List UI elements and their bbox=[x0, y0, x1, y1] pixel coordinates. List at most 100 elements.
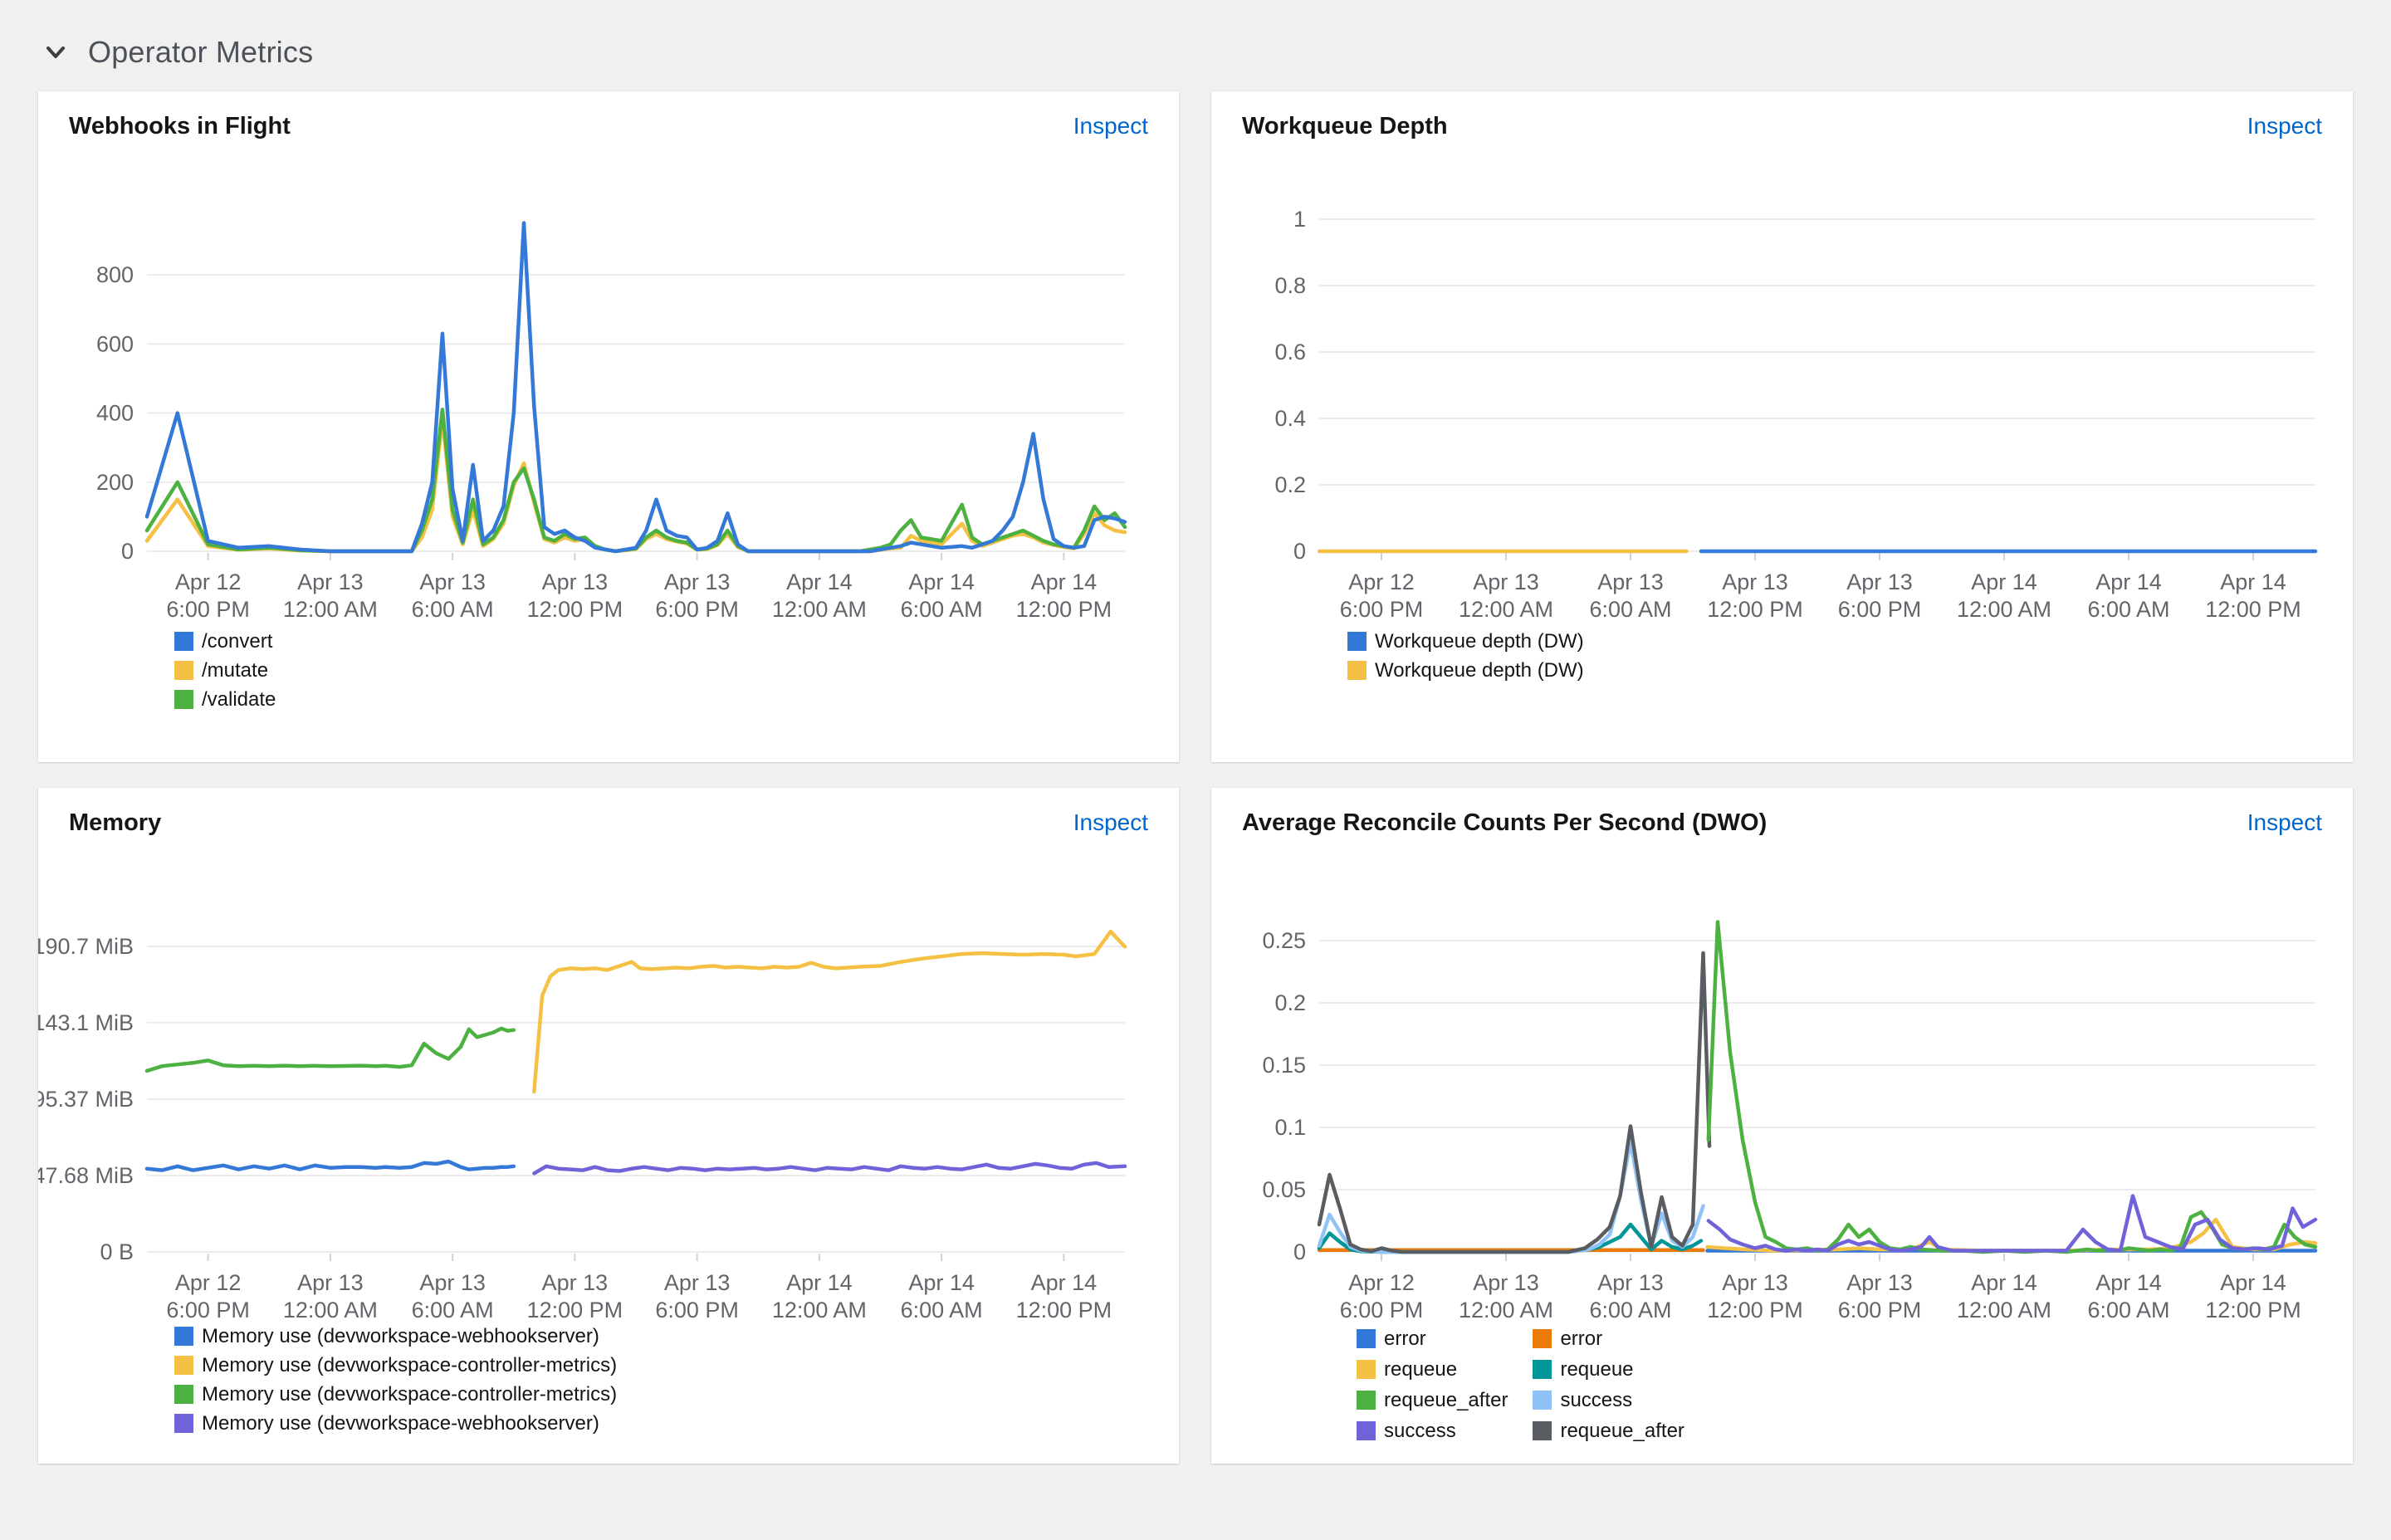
legend-item-success[interactable]: success bbox=[1357, 1415, 1508, 1446]
panel-title: Memory bbox=[69, 809, 162, 836]
legend-item-memory-use-devworkspace-controller-metrics-[interactable]: Memory use (devworkspace-controller-metr… bbox=[174, 1351, 617, 1380]
series-line-success bbox=[1317, 1140, 1705, 1254]
x-axis-tick-label: Apr 14 bbox=[908, 1270, 975, 1295]
y-axis-tick-label: 400 bbox=[96, 401, 134, 426]
legend-swatch-icon bbox=[174, 1356, 193, 1375]
series-line--mutate bbox=[144, 418, 1127, 554]
panel-title: Average Reconcile Counts Per Second (DWO… bbox=[1242, 809, 1768, 836]
x-axis-tick-label: Apr 13 bbox=[297, 1270, 364, 1295]
y-axis-tick-label: 0.05 bbox=[1262, 1177, 1306, 1202]
series-line-memory-use-devworkspace-webhookserver- bbox=[532, 1161, 1127, 1176]
inspect-link[interactable]: Inspect bbox=[2247, 809, 2322, 835]
dashboard-panel-grid: Webhooks in Flight Inspect 0 200 400 600 800… bbox=[38, 91, 2353, 1464]
x-axis-tick-label: 6:00 PM bbox=[1838, 597, 1922, 622]
legend-item-memory-use-devworkspace-controller-metrics-[interactable]: Memory use (devworkspace-controller-metr… bbox=[174, 1380, 617, 1409]
legend-label: Memory use (devworkspace-webhookserver) bbox=[202, 1411, 599, 1435]
x-axis-tick-label: Apr 13 bbox=[664, 1270, 731, 1295]
x-axis-tick-label: 12:00 AM bbox=[772, 597, 867, 622]
x-axis-tick-label: 6:00 PM bbox=[1340, 597, 1424, 622]
x-axis-tick-label: Apr 14 bbox=[908, 570, 975, 594]
inspect-link[interactable]: Inspect bbox=[2247, 113, 2322, 139]
y-axis-tick-label: 0.1 bbox=[1274, 1115, 1306, 1140]
legend-item-memory-use-devworkspace-webhookserver-[interactable]: Memory use (devworkspace-webhookserver) bbox=[174, 1409, 617, 1438]
x-axis-tick-label: Apr 12 bbox=[1348, 1270, 1415, 1295]
legend-label: Memory use (devworkspace-controller-metr… bbox=[202, 1382, 618, 1406]
y-axis-tick-label: 0.4 bbox=[1274, 406, 1306, 431]
x-axis-tick-label: 6:00 PM bbox=[166, 597, 250, 622]
y-axis-tick-label: 0.6 bbox=[1274, 340, 1306, 364]
legend-item-error[interactable]: error bbox=[1533, 1323, 1684, 1354]
panel-header: Workqueue Depth Inspect bbox=[1242, 113, 2322, 140]
legend-item-workqueue-depth-dw-[interactable]: Workqueue depth (DW) bbox=[1347, 627, 1584, 656]
legend-item-error[interactable]: error bbox=[1357, 1323, 1508, 1354]
x-axis-tick-label: 6:00 AM bbox=[412, 1298, 494, 1322]
x-axis-tick-label: 12:00 PM bbox=[1707, 1298, 1803, 1322]
y-axis-tick-label: 0.25 bbox=[1262, 928, 1306, 953]
webhooks-legend: /convert/mutate/validate bbox=[174, 627, 276, 714]
workqueue-legend: Workqueue depth (DW) Workqueue depth (DW) bbox=[1347, 627, 1584, 685]
legend-item--mutate[interactable]: /mutate bbox=[174, 656, 276, 685]
legend-swatch-icon bbox=[1347, 632, 1367, 651]
legend-label: requeue_after bbox=[1384, 1388, 1508, 1411]
series-line-requeue-after bbox=[1706, 920, 2318, 1254]
legend-item-memory-use-devworkspace-webhookserver-[interactable]: Memory use (devworkspace-webhookserver) bbox=[174, 1322, 617, 1351]
x-axis-tick-label: Apr 12 bbox=[1348, 570, 1415, 594]
x-axis-tick-label: 6:00 PM bbox=[166, 1298, 250, 1322]
series-line--validate bbox=[144, 408, 1127, 554]
panel-workqueue-depth: Workqueue Depth Inspect 0 0.2 0.4 0.6 0.8 1 Ap… bbox=[1211, 91, 2353, 762]
x-axis-tick-label: Apr 13 bbox=[1473, 570, 1539, 594]
series-line-success bbox=[1706, 1194, 2318, 1253]
y-axis-tick-label: 200 bbox=[96, 470, 134, 495]
legend-swatch-icon bbox=[174, 690, 193, 709]
panel-memory: Memory Inspect 0 B 47.68 MiB 95.37 MiB 143.… bbox=[38, 788, 1179, 1464]
operator-metrics-section-header[interactable]: Operator Metrics bbox=[0, 0, 2391, 91]
chevron-down-icon[interactable] bbox=[42, 38, 70, 66]
x-axis-tick-label: Apr 12 bbox=[175, 1270, 242, 1295]
x-axis-tick-label: 6:00 PM bbox=[1838, 1298, 1922, 1322]
x-axis-tick-label: 12:00 AM bbox=[1957, 1298, 2051, 1322]
x-axis-tick-label: 12:00 AM bbox=[283, 597, 378, 622]
legend-item--convert[interactable]: /convert bbox=[174, 627, 276, 656]
x-axis-tick-label: Apr 14 bbox=[1971, 1270, 2037, 1295]
webhooks-in-flight-chart[interactable]: 0 200 400 600 800 Apr 12 6:00 PM Apr 13 12:00 AM… bbox=[38, 91, 1179, 762]
inspect-link[interactable]: Inspect bbox=[1073, 809, 1148, 835]
x-axis-tick-label: Apr 14 bbox=[1971, 570, 2037, 594]
y-axis-tick-label: 1 bbox=[1293, 207, 1306, 232]
x-axis-tick-label: Apr 13 bbox=[1722, 1270, 1788, 1295]
y-axis-tick-label: 0.15 bbox=[1262, 1053, 1306, 1078]
legend-item--validate[interactable]: /validate bbox=[174, 685, 276, 714]
x-axis-tick-label: Apr 13 bbox=[1597, 570, 1664, 594]
series-line--convert bbox=[144, 221, 1127, 554]
workqueue-depth-chart[interactable]: 0 0.2 0.4 0.6 0.8 1 Apr 12 6:00 PM Apr 13 12:00 A… bbox=[1211, 91, 2353, 762]
average-reconcile-counts-chart[interactable]: 0 0.05 0.1 0.15 0.2 0.25 Apr 12 6:00 PM Apr 13 12… bbox=[1211, 788, 2353, 1464]
x-axis-tick-label: Apr 13 bbox=[1597, 1270, 1664, 1295]
inspect-link[interactable]: Inspect bbox=[1073, 113, 1148, 139]
x-axis-tick-label: 12:00 AM bbox=[1459, 597, 1553, 622]
legend-label: /validate bbox=[202, 687, 276, 711]
legend-item-requeue-after[interactable]: requeue_after bbox=[1533, 1415, 1684, 1446]
memory-chart[interactable]: 0 B 47.68 MiB 95.37 MiB 143.1 MiB 190.7 MiB A… bbox=[38, 788, 1179, 1464]
legend-item-requeue[interactable]: requeue bbox=[1357, 1354, 1508, 1385]
x-axis-tick-label: 6:00 PM bbox=[1340, 1298, 1424, 1322]
y-axis-tick-label: 47.68 MiB bbox=[38, 1163, 134, 1188]
series-line-memory-use-devworkspace-controller-metrics- bbox=[532, 929, 1127, 1094]
x-axis-tick-label: 12:00 AM bbox=[772, 1298, 867, 1322]
x-axis-tick-label: 12:00 PM bbox=[2205, 597, 2301, 622]
legend-item-requeue-after[interactable]: requeue_after bbox=[1357, 1385, 1508, 1415]
legend-swatch-icon bbox=[1357, 1421, 1376, 1440]
legend-label: Memory use (devworkspace-webhookserver) bbox=[202, 1324, 599, 1347]
panel-header: Average Reconcile Counts Per Second (DWO… bbox=[1242, 809, 2322, 837]
legend-label: requeue_after bbox=[1560, 1419, 1684, 1442]
legend-item-workqueue-depth-dw-[interactable]: Workqueue depth (DW) bbox=[1347, 656, 1584, 685]
x-axis-tick-label: 6:00 AM bbox=[901, 597, 983, 622]
legend-item-success[interactable]: success bbox=[1533, 1385, 1684, 1415]
y-axis-tick-label: 600 bbox=[96, 331, 134, 356]
y-axis-tick-label: 0.2 bbox=[1274, 990, 1306, 1015]
legend-swatch-icon bbox=[1533, 1329, 1552, 1348]
x-axis-tick-label: Apr 12 bbox=[175, 570, 242, 594]
x-axis-tick-label: 6:00 AM bbox=[1589, 597, 1671, 622]
legend-item-requeue[interactable]: requeue bbox=[1533, 1354, 1684, 1385]
series-line-memory-use-devworkspace-webhookserver- bbox=[144, 1159, 516, 1172]
x-axis-tick-label: Apr 14 bbox=[1031, 570, 1098, 594]
x-axis-tick-label: 12:00 PM bbox=[1016, 597, 1112, 622]
